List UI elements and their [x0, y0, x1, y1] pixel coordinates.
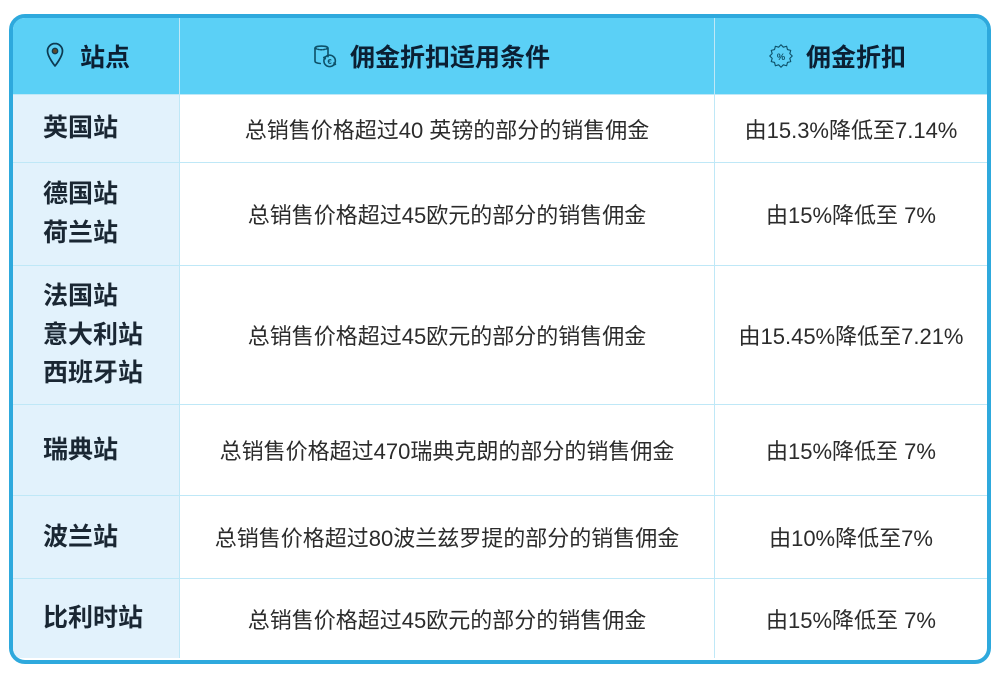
- svg-text:€: €: [327, 57, 332, 66]
- svg-text:%: %: [777, 52, 786, 62]
